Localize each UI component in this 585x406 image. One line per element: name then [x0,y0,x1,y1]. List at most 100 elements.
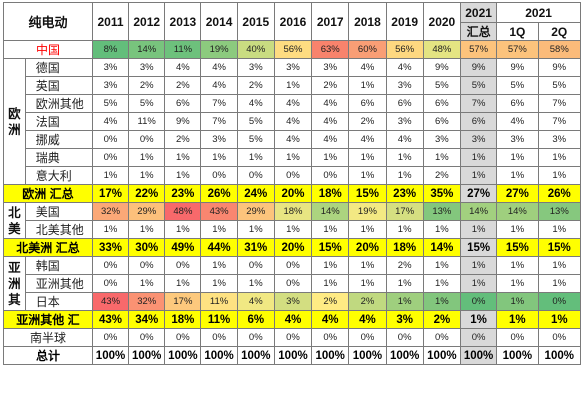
value-cell: 11% [128,112,166,131]
value-cell: 9% [422,58,461,77]
value-cell: 0% [164,328,202,347]
value-cell: 2% [348,292,387,311]
country-label: 德国 [24,58,93,77]
value-cell: 4% [273,94,313,113]
value-cell: 1% [236,274,275,293]
value-cell: 13% [422,202,461,221]
value-cell: 43% [200,202,238,221]
value-cell: 31% [236,238,275,257]
value-cell: 3% [91,76,130,95]
value-cell: 4% [273,112,313,131]
country-label: 亚洲其他 [24,274,93,293]
table-row: 欧洲其他 5% 5% 6% 7% 4% 4% 4% 6% 6% 6% 7% 6% 7% [4,94,582,113]
value-cell: 4% [385,58,424,77]
value-cell: 32% [91,202,130,221]
value-cell: 48% [164,202,202,221]
value-cell: 1% [311,148,350,167]
value-cell: 23% [164,184,202,203]
year-header: 2019 [385,2,424,41]
value-cell: 9% [164,112,202,131]
value-cell: 4% [236,94,275,113]
total-2021-header: 汇总 [459,22,498,41]
value-cell: 0% [385,328,424,347]
value-cell: 1% [311,256,350,275]
value-cell: 1% [459,310,498,329]
value-cell: 1% [459,148,498,167]
value-cell: 1% [273,148,313,167]
value-cell: 14% [311,202,350,221]
year-header: 2013 [164,2,202,41]
row-china: 中国 8% 14% 11% 19% 40% 56% 63% 60% 56% 48% 57% 57% 58% [3,40,582,59]
value-cell: 5% [496,76,539,95]
year-header-2021: 2021 [459,2,498,23]
year-header: 2020 [422,2,461,41]
value-cell: 4% [311,94,350,113]
table-row: 北美其他 1% 1% 1% 1% 1% 1% 1% 1% 1% 1% 1% 1% 1% [4,220,582,239]
value-cell: 15% [459,238,498,257]
value-cell: 0% [311,166,350,185]
value-cell: 1% [496,166,539,185]
value-cell: 6% [385,94,424,113]
value-cell: 4% [164,58,202,77]
value-cell: 100% [385,346,424,365]
year-header: 2015 [236,2,275,41]
value-cell: 35% [422,184,461,203]
value-cell: 5% [459,76,498,95]
value-cell: 56% [385,40,424,59]
table-row: 瑞典 0% 1% 1% 1% 1% 1% 1% 1% 1% 1% 1% 1% 1% [4,148,582,167]
value-cell: 6% [496,94,539,113]
value-cell: 4% [91,112,130,131]
year-header: 2016 [273,2,313,41]
value-cell: 1% [311,274,350,293]
value-cell: 9% [496,58,539,77]
value-cell: 34% [128,310,166,329]
value-cell: 2% [236,76,275,95]
value-cell: 15% [348,184,387,203]
country-label: 北美其他 [24,220,93,239]
value-cell: 5% [422,76,461,95]
value-cell: 0% [200,328,238,347]
value-cell: 1% [164,166,202,185]
value-cell: 17% [164,292,202,311]
total-label: 总计 [3,346,93,365]
value-cell: 18% [311,184,350,203]
value-cell: 1% [496,220,539,239]
value-cell: 1% [164,220,202,239]
value-cell: 9% [537,58,582,77]
value-cell: 3% [385,76,424,95]
value-cell: 4% [311,310,350,329]
value-cell: 5% [236,130,275,149]
value-cell: 14% [128,40,166,59]
value-cell: 2% [422,310,461,329]
value-cell: 20% [273,184,313,203]
value-cell: 4% [200,76,238,95]
year-header: 2017 [311,2,350,41]
country-label: 南半球 [3,328,93,347]
value-cell: 0% [273,166,313,185]
country-label: 法国 [24,112,93,131]
value-cell: 49% [164,238,202,257]
value-cell: 1% [385,274,424,293]
value-cell: 1% [128,166,166,185]
value-cell: 4% [311,130,350,149]
value-cell: 0% [91,328,130,347]
value-cell: 1% [496,292,539,311]
value-cell: 0% [273,256,313,275]
value-cell: 100% [236,346,275,365]
value-cell: 4% [236,292,275,311]
value-cell: 1% [537,220,582,239]
quarter-header: 1Q [496,22,539,41]
value-cell: 1% [273,76,313,95]
value-cell: 100% [128,346,166,365]
value-cell: 32% [128,292,166,311]
value-cell: 4% [385,130,424,149]
value-cell: 100% [348,346,387,365]
value-cell: 15% [537,238,582,257]
value-cell: 44% [200,238,238,257]
value-cell: 1% [459,220,498,239]
value-cell: 8% [91,40,130,59]
country-label: 中国 [3,40,93,59]
value-cell: 15% [496,238,539,257]
table-row: 亚洲其他 0% 1% 1% 1% 1% 0% 1% 1% 1% 1% 1% 1% 1% [4,274,582,293]
market-share-table: 纯电动 2011 2012 2013 2014 2015 2016 2017 2018 2019 2… [3,2,582,365]
